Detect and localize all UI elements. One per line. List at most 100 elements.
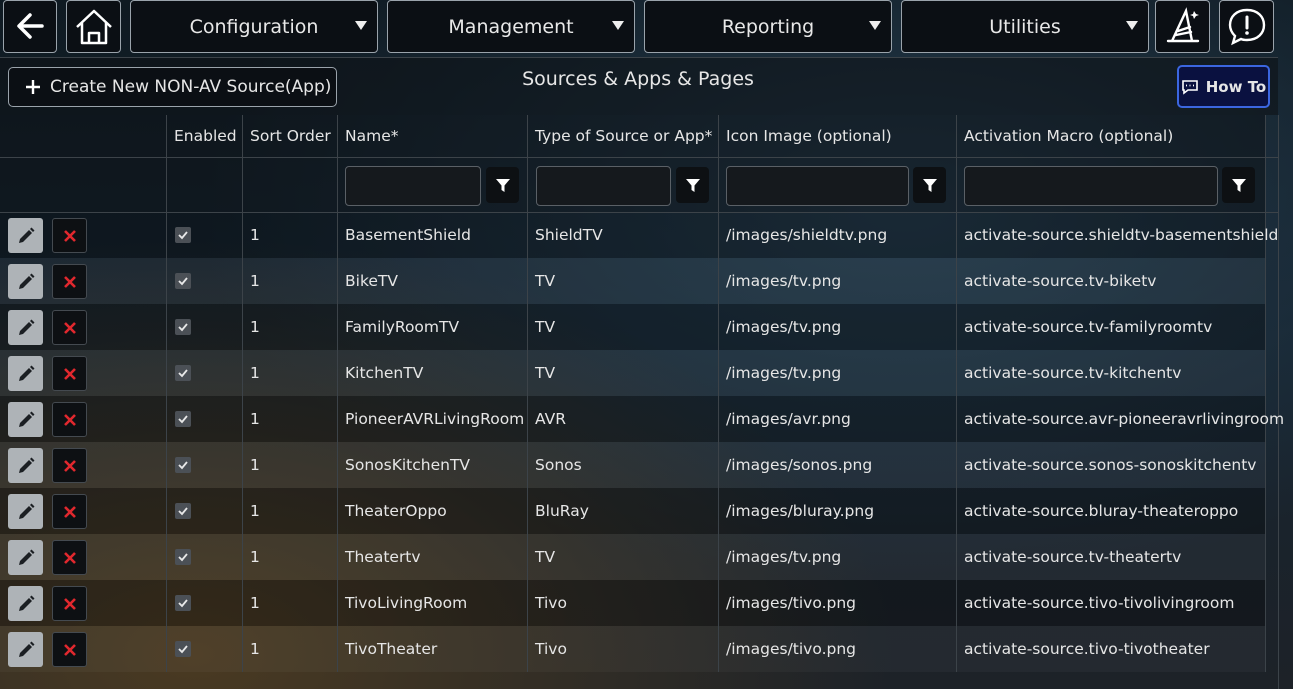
menu-label: Management <box>448 15 574 38</box>
checkmark <box>178 323 188 332</box>
delete-icon <box>63 643 76 656</box>
how-to-label: How To <box>1205 77 1267 96</box>
column-divider <box>337 115 338 672</box>
table-cell: AVR <box>535 410 566 428</box>
filter-input[interactable] <box>536 166 671 206</box>
menu-dropdown[interactable]: Reporting <box>644 0 892 53</box>
dropdown-caret <box>612 21 624 30</box>
filter-button[interactable] <box>1222 167 1255 203</box>
table-cell: activate-source.bluray-theateroppo <box>964 502 1239 520</box>
edit-button[interactable] <box>8 402 43 437</box>
filter-icon <box>685 179 700 192</box>
column-divider <box>242 115 243 672</box>
edit-button[interactable] <box>8 586 43 621</box>
feedback-icon <box>1228 8 1266 46</box>
enabled-checkbox[interactable] <box>175 457 191 473</box>
menu-dropdown[interactable]: Management <box>387 0 635 53</box>
enabled-checkbox[interactable] <box>175 503 191 519</box>
sources-table: Enabled Sort Order Name* Type of Source or … <box>0 115 1284 689</box>
delete-icon <box>63 321 76 334</box>
table-cell: /images/tv.png <box>726 548 842 566</box>
pencil-icon <box>18 595 34 611</box>
filter-divider <box>0 212 1278 213</box>
table-cell: activate-source.tivo-tivolivingroom <box>964 594 1235 612</box>
edit-button[interactable] <box>8 540 43 575</box>
filter-input[interactable] <box>964 166 1218 206</box>
enabled-checkbox[interactable] <box>175 641 191 657</box>
table-cell: /images/tivo.png <box>726 594 856 612</box>
checkmark <box>178 369 188 378</box>
enabled-checkbox[interactable] <box>175 595 191 611</box>
back-icon <box>17 13 44 39</box>
filter-input[interactable] <box>726 166 909 206</box>
table-cell: 1 <box>250 318 260 336</box>
menu-dropdown[interactable]: Utilities <box>901 0 1149 53</box>
row-background <box>0 212 1265 258</box>
edit-button[interactable] <box>8 494 43 529</box>
delete-button[interactable] <box>52 540 87 575</box>
menu-label: Configuration <box>189 15 319 38</box>
column-header: Name* <box>345 127 399 145</box>
pencil-icon <box>18 273 34 289</box>
delete-icon <box>63 229 76 242</box>
enabled-checkbox[interactable] <box>175 319 191 335</box>
enabled-checkbox[interactable] <box>175 227 191 243</box>
table-cell: 1 <box>250 272 260 290</box>
delete-icon <box>63 459 76 472</box>
delete-icon <box>63 275 76 288</box>
delete-button[interactable] <box>52 356 87 391</box>
table-cell: TheaterOppo <box>345 502 447 520</box>
filter-button[interactable] <box>486 167 519 203</box>
dropdown-caret <box>355 21 367 30</box>
feedback-button[interactable] <box>1219 0 1274 53</box>
delete-button[interactable] <box>52 586 87 621</box>
filter-button[interactable] <box>913 167 946 203</box>
enabled-checkbox[interactable] <box>175 365 191 381</box>
delete-button[interactable] <box>52 448 87 483</box>
checkmark <box>178 599 188 608</box>
create-button[interactable]: Create New NON-AV Source(App) <box>8 67 337 107</box>
delete-icon <box>63 597 76 610</box>
pencil-icon <box>18 549 34 565</box>
delete-button[interactable] <box>52 310 87 345</box>
filter-input[interactable] <box>345 166 481 206</box>
how-to-icon <box>1181 79 1198 95</box>
pencil-icon <box>18 365 34 381</box>
table-cell: /images/tivo.png <box>726 640 856 658</box>
enabled-checkbox[interactable] <box>175 549 191 565</box>
delete-button[interactable] <box>52 264 87 299</box>
enabled-checkbox[interactable] <box>175 273 191 289</box>
edit-button[interactable] <box>8 356 43 391</box>
pencil-icon <box>18 457 34 473</box>
delete-button[interactable] <box>52 218 87 253</box>
delete-button[interactable] <box>52 632 87 667</box>
pencil-icon <box>18 227 34 243</box>
table-cell: TV <box>535 318 556 336</box>
wizard-icon <box>1166 7 1200 43</box>
home-button[interactable] <box>66 0 121 53</box>
menu-label: Utilities <box>989 15 1061 38</box>
checkmark <box>178 553 188 562</box>
table-cell: SonosKitchenTV <box>345 456 471 474</box>
edit-button[interactable] <box>8 218 43 253</box>
delete-button[interactable] <box>52 494 87 529</box>
column-divider <box>956 115 957 672</box>
menu-dropdown[interactable]: Configuration <box>130 0 378 53</box>
delete-button[interactable] <box>52 402 87 437</box>
row-background <box>0 580 1265 626</box>
menu-label: Reporting <box>721 15 815 38</box>
back-button[interactable] <box>3 0 57 53</box>
edit-button[interactable] <box>8 632 43 667</box>
table-cell: /images/sonos.png <box>726 456 873 474</box>
how-to-button[interactable]: How To <box>1177 65 1270 108</box>
filter-button[interactable] <box>676 167 709 203</box>
column-divider <box>718 115 719 672</box>
wizard-button[interactable] <box>1155 0 1210 53</box>
enabled-checkbox[interactable] <box>175 411 191 427</box>
edit-button[interactable] <box>8 448 43 483</box>
table-cell: activate-source.tivo-tivotheater <box>964 640 1210 658</box>
row-background <box>0 304 1265 350</box>
table-cell: TivoLivingRoom <box>345 594 468 612</box>
edit-button[interactable] <box>8 310 43 345</box>
edit-button[interactable] <box>8 264 43 299</box>
